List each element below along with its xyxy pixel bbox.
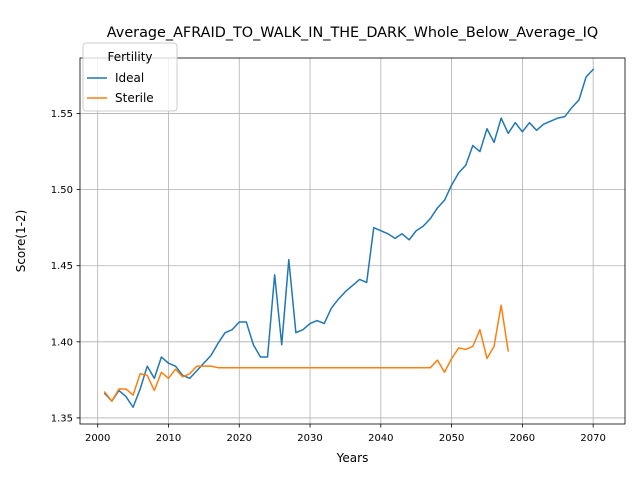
x-tick-label: 2060 (510, 433, 535, 444)
legend: Fertility Ideal Sterile (82, 42, 178, 112)
series-line-ideal (103, 68, 595, 409)
y-tick-label: 1.50 (51, 185, 73, 196)
x-tick-label: 2030 (297, 433, 322, 444)
x-tick-label: 2020 (227, 433, 252, 444)
x-tick-label: 2010 (156, 433, 181, 444)
axes: 2000 2010 2020 2030 2040 2050 2060 2070 1.35 1.40… (51, 109, 606, 444)
legend-title: Fertility (107, 50, 152, 64)
y-tick-label: 1.40 (51, 337, 73, 348)
chart-title: Average_AFRAID_TO_WALK_IN_THE_DARK_Whole… (107, 25, 598, 41)
legend-label-ideal: Ideal (115, 71, 144, 85)
x-tick-label: 2050 (439, 433, 464, 444)
y-tick-label: 1.55 (51, 109, 73, 120)
plot-area (80, 58, 625, 424)
x-tick-label: 2040 (368, 433, 393, 444)
y-axis-label: Score(1-2) (14, 210, 28, 273)
legend-box (82, 42, 178, 112)
x-tick-label: 2070 (580, 433, 605, 444)
grid (80, 58, 625, 424)
legend-label-sterile: Sterile (115, 91, 154, 105)
y-tick-label: 1.35 (51, 413, 73, 424)
plot-frame (79, 57, 626, 425)
series-lines (103, 68, 595, 409)
x-tick-label: 2000 (85, 433, 110, 444)
x-axis-label: Years (336, 451, 369, 465)
y-tick-label: 1.45 (51, 261, 73, 272)
series-line-sterile (103, 304, 510, 402)
